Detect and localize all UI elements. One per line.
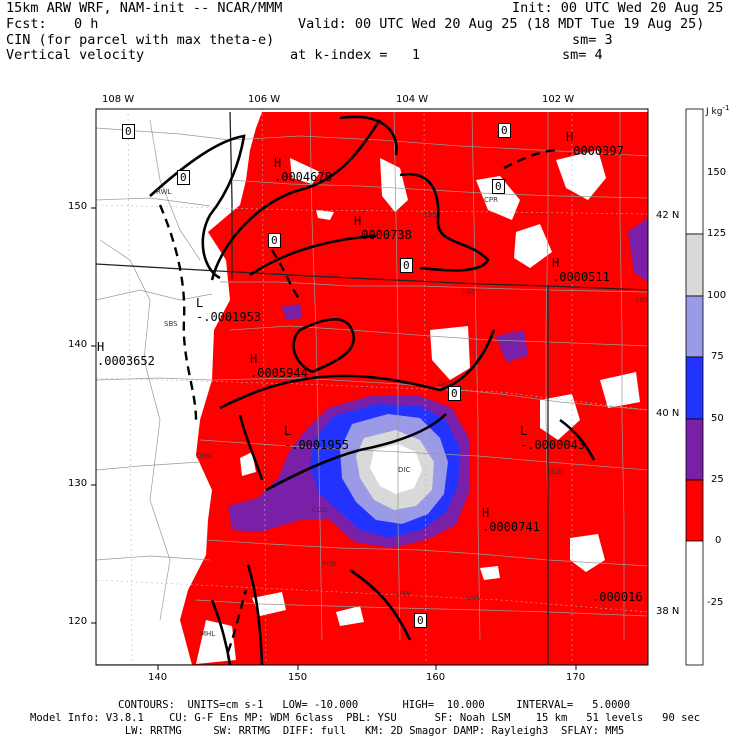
y-tick-label: 140 — [68, 339, 88, 350]
extremum-marker: H .0005944 — [250, 352, 308, 380]
zero-contour-label: 0 — [448, 386, 461, 401]
y-tick-label: 120 — [68, 616, 88, 627]
zero-contour-label: 0 — [268, 233, 281, 248]
vv-contour — [210, 599, 232, 665]
vv-contour — [246, 564, 264, 665]
station-label: RWL — [156, 188, 172, 196]
vv-contour — [249, 234, 377, 277]
station-label: LAA — [466, 594, 480, 602]
station-label: SNY — [462, 288, 476, 296]
station-label: EIS — [328, 272, 339, 280]
lon-label: 108 W — [102, 94, 135, 105]
vv-contour — [559, 418, 596, 461]
station-label: CPR — [484, 196, 498, 204]
lat-label: 42 N — [656, 210, 680, 221]
extremum-marker: L -.0001955 — [284, 424, 350, 452]
x-tick-label: 160 — [426, 672, 446, 683]
station-label: GLD — [548, 468, 563, 476]
cin-smoothing: sm= 3 — [572, 32, 613, 48]
vv-contour — [339, 115, 398, 156]
lat-label: 38 N — [656, 606, 680, 617]
zero-contour-label: 0 — [498, 123, 511, 138]
lon-label: 102 W — [542, 94, 575, 105]
x-tick-label: 150 — [288, 672, 308, 683]
colorbar-level: 150 — [707, 167, 727, 178]
station-label: PUB — [322, 560, 337, 568]
zero-contour-label: 0 — [414, 613, 427, 628]
colorbar-level: 50 — [711, 413, 724, 424]
extremum-marker: L -.0001953 — [196, 296, 262, 324]
station-label: LBF — [636, 296, 649, 304]
colorbar-level: 0 — [715, 535, 722, 546]
forecast-label: Fcst: — [6, 16, 47, 32]
model-title: 15km ARW WRF, NAM-init -- NCAR/MMM — [6, 0, 283, 16]
vv-contour — [265, 413, 447, 492]
colorbar-level: 100 — [707, 290, 727, 301]
extremum-marker: H .0003652 — [97, 340, 155, 368]
extremum-marker: L -.0000043 — [520, 424, 586, 452]
x-tick-label: 170 — [566, 672, 586, 683]
lat-label: 40 N — [656, 408, 680, 419]
zero-contour-label: 0 — [122, 124, 135, 139]
extremum-marker-value: .000016 — [592, 590, 643, 604]
vv-contour — [292, 318, 355, 374]
station-label: CYS — [424, 211, 438, 219]
vv-contour-negative — [270, 249, 301, 301]
extremum-marker: H .0004678 — [274, 156, 332, 184]
vv-contour — [238, 414, 264, 481]
model-info-line2: LW: RRTMG SW: RRTMG DIFF: full KM: 2D Sm… — [30, 725, 625, 737]
y-tick-label: 130 — [68, 478, 88, 489]
colorbar-level: -25 — [707, 597, 724, 608]
station-label: COS — [312, 506, 327, 514]
station-label: SBS — [164, 320, 178, 328]
station-label: MHL — [200, 630, 216, 638]
model-info-line1: Model Info: V3.8.1 CU: G-F Ens MP: WDM 6… — [30, 712, 701, 724]
vv-smoothing: sm= 4 — [562, 47, 603, 63]
forecast-hour: 0 h — [74, 16, 99, 32]
vv-contour — [349, 568, 412, 641]
k-index-label: at k-index = 1 — [290, 47, 421, 63]
vv-contour — [399, 172, 490, 272]
contour-info: CONTOURS: UNITS=cm s-1 LOW= -10.000 HIGH… — [118, 699, 631, 711]
vv-contour — [219, 329, 496, 410]
y-tick-label: 150 — [68, 201, 88, 212]
vv-contour — [149, 134, 246, 280]
vv-contour — [210, 119, 382, 281]
station-label: DEN — [196, 452, 212, 460]
vv-contour-negative — [158, 204, 198, 421]
extremum-marker: H .0000397 — [566, 130, 624, 158]
extremum-marker: H .0000741 — [482, 506, 540, 534]
station-label: DIC — [398, 466, 411, 474]
cin-fill-0-25 — [180, 112, 648, 665]
lon-label: 106 W — [248, 94, 281, 105]
valid-time: Valid: 00 UTC Wed 20 Aug 25 (18 MDT Tue … — [298, 16, 705, 32]
station-label: LHX — [396, 590, 410, 598]
extremum-marker: H .0000738 — [354, 214, 412, 242]
zero-contour-label: 0 — [400, 258, 413, 273]
vv-field-label: Vertical velocity — [6, 47, 145, 63]
init-time: Init: 00 UTC Wed 20 Aug 25 — [512, 0, 724, 16]
extremum-marker: H .0000511 — [552, 256, 610, 284]
colorbar-level: 75 — [711, 351, 724, 362]
colorbar-unit: J kg-1 — [706, 104, 730, 117]
station-label: AKO — [438, 380, 453, 388]
x-tick-label: 140 — [148, 672, 168, 683]
vv-contour-negative — [226, 589, 248, 653]
colorbar-level: 125 — [707, 228, 727, 239]
lon-label: 104 W — [396, 94, 429, 105]
zero-contour-label: 0 — [492, 179, 505, 194]
vv-contour-negative — [503, 148, 561, 170]
zero-contour-label: 0 — [177, 170, 190, 185]
cin-field-label: CIN (for parcel with max theta-e) — [6, 32, 275, 48]
colorbar-level: 25 — [711, 474, 724, 485]
